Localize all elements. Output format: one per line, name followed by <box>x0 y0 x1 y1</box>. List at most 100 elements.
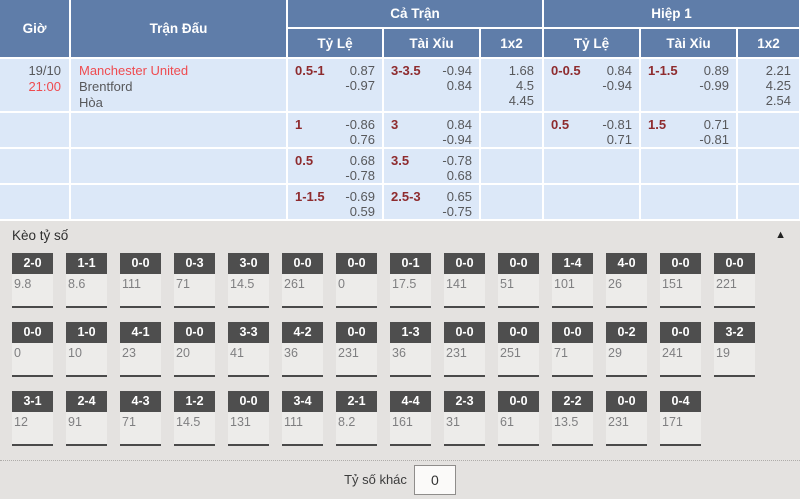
odds-value[interactable]: 4.25 <box>765 78 792 93</box>
odds-value[interactable]: 0.84 <box>446 117 472 132</box>
odds-value[interactable]: 0.87 <box>349 63 375 78</box>
handicap-line: 1-1.5 <box>295 189 325 204</box>
full-handicap-cell[interactable]: 0.5-1 0.87 -0.97 <box>287 58 384 113</box>
half-handicap-cell[interactable]: 0.5 -0.81 0.71 <box>543 112 642 149</box>
score-cell[interactable]: 3-1 12 <box>12 391 53 446</box>
odds-value[interactable]: -0.75 <box>442 204 472 219</box>
full-over-under-cell[interactable]: 3-3.5 -0.94 0.84 <box>383 58 481 113</box>
score-label: 0-0 <box>444 322 485 343</box>
full-over-under-cell[interactable]: 3.5 -0.78 0.68 <box>383 148 481 185</box>
odds-value[interactable]: -0.94 <box>442 63 472 78</box>
score-cell[interactable]: 3-0 14.5 <box>228 253 269 308</box>
odds-value[interactable]: 4.5 <box>515 78 535 93</box>
score-cell[interactable]: 0-2 29 <box>606 322 647 377</box>
score-cell[interactable]: 2-2 13.5 <box>552 391 593 446</box>
score-cell[interactable]: 0-0 61 <box>498 391 539 446</box>
odds-value[interactable]: -0.81 <box>699 132 730 147</box>
score-cell[interactable]: 2-4 91 <box>66 391 107 446</box>
odds-value[interactable]: 0.59 <box>349 204 375 219</box>
odds-value[interactable]: -0.94 <box>602 78 633 93</box>
score-cell[interactable]: 1-2 14.5 <box>174 391 215 446</box>
score-cell[interactable]: 4-3 71 <box>120 391 161 446</box>
odds-value[interactable]: 0.84 <box>606 63 633 78</box>
odds-value[interactable]: -0.97 <box>345 78 375 93</box>
score-cell[interactable]: 4-0 26 <box>606 253 647 308</box>
odds-value[interactable]: -0.81 <box>602 117 633 132</box>
odds-value[interactable]: 0.71 <box>606 132 633 147</box>
odds-value[interactable]: -0.94 <box>442 132 472 147</box>
score-cell[interactable]: 1-0 10 <box>66 322 107 377</box>
full-handicap-cell[interactable]: 1-1.5 -0.69 0.59 <box>287 184 384 221</box>
score-section-header[interactable]: Kèo tỷ số ▲ <box>0 221 800 249</box>
half-over-under-cell[interactable]: 1-1.5 0.89 -0.99 <box>640 58 739 113</box>
score-cell[interactable]: 0-0 261 <box>282 253 323 308</box>
score-cell[interactable]: 0-0 251 <box>498 322 539 377</box>
score-cell[interactable]: 1-3 36 <box>390 322 431 377</box>
odds-value[interactable]: 1.68 <box>508 63 535 78</box>
score-cell[interactable]: 0-0 0 <box>12 322 53 377</box>
score-cell[interactable]: 2-0 9.8 <box>12 253 53 308</box>
score-cell[interactable]: 1-1 8.6 <box>66 253 107 308</box>
score-cell[interactable]: 4-4 161 <box>390 391 431 446</box>
collapse-arrow-icon[interactable]: ▲ <box>775 229 786 241</box>
odds-value[interactable]: -0.99 <box>699 78 730 93</box>
score-cell[interactable]: 0-0 241 <box>660 322 701 377</box>
odds-value[interactable]: 2.54 <box>765 93 792 108</box>
time-cell <box>0 184 71 221</box>
score-cell[interactable]: 0-0 0 <box>336 253 377 308</box>
odds-value[interactable]: -0.69 <box>345 189 375 204</box>
other-score-input[interactable]: 0 <box>413 464 456 495</box>
full-over-under-cell[interactable]: 3 0.84 -0.94 <box>383 112 481 149</box>
match-cell <box>70 184 288 221</box>
odds-value[interactable]: 0.71 <box>703 117 730 132</box>
score-cell[interactable]: 0-0 151 <box>660 253 701 308</box>
score-cell[interactable]: 2-1 8.2 <box>336 391 377 446</box>
score-cell[interactable]: 0-4 171 <box>660 391 701 446</box>
column-header-half-handicap: Tỷ Lệ <box>543 28 642 59</box>
score-cell[interactable]: 3-3 41 <box>228 322 269 377</box>
score-cell[interactable]: 0-0 71 <box>552 322 593 377</box>
score-cell[interactable]: 0-0 131 <box>228 391 269 446</box>
half-handicap-cell[interactable]: 0-0.5 0.84 -0.94 <box>543 58 642 113</box>
odds-value[interactable]: 4.45 <box>508 93 535 108</box>
score-cell[interactable]: 4-1 23 <box>120 322 161 377</box>
odds-value[interactable]: 2.21 <box>765 63 792 78</box>
draw-label: Hòa <box>79 95 103 110</box>
half-over-under-cell[interactable]: 1.5 0.71 -0.81 <box>640 112 739 149</box>
score-cell[interactable]: 0-0 141 <box>444 253 485 308</box>
odds-value[interactable]: 0.76 <box>349 132 375 147</box>
score-cell[interactable]: 4-2 36 <box>282 322 323 377</box>
score-cell[interactable]: 0-0 231 <box>444 322 485 377</box>
odds-value[interactable]: 0.68 <box>446 168 472 183</box>
odds-value[interactable]: 0.89 <box>703 63 730 78</box>
score-cell[interactable]: 1-4 101 <box>552 253 593 308</box>
one-x-two-cell[interactable]: 1.68 4.5 4.45 <box>480 58 545 113</box>
score-label: 0-0 <box>174 322 215 343</box>
odds-value[interactable]: 0.84 <box>446 78 472 93</box>
score-cell[interactable]: 0-0 231 <box>336 322 377 377</box>
score-cell[interactable]: 3-2 19 <box>714 322 755 377</box>
one-x-two-cell[interactable]: 2.21 4.25 2.54 <box>737 58 800 113</box>
odds-value[interactable]: -0.78 <box>442 153 472 168</box>
odds-value[interactable]: -0.86 <box>345 117 375 132</box>
full-handicap-cell[interactable]: 0.5 0.68 -0.78 <box>287 148 384 185</box>
odds-value[interactable]: 0.65 <box>446 189 472 204</box>
score-label: 1-1 <box>66 253 107 274</box>
score-odds: 12 <box>12 412 53 446</box>
score-cell[interactable]: 3-4 111 <box>282 391 323 446</box>
full-handicap-cell[interactable]: 1 -0.86 0.76 <box>287 112 384 149</box>
score-cell[interactable]: 0-0 111 <box>120 253 161 308</box>
score-cell[interactable]: 0-0 20 <box>174 322 215 377</box>
score-odds: 141 <box>444 274 485 308</box>
score-cell[interactable]: 0-0 231 <box>606 391 647 446</box>
full-over-under-cell[interactable]: 2.5-3 0.65 -0.75 <box>383 184 481 221</box>
half-handicap-cell <box>543 148 642 185</box>
score-cell[interactable]: 0-0 51 <box>498 253 539 308</box>
score-cell[interactable]: 0-3 71 <box>174 253 215 308</box>
odds-value[interactable]: 0.68 <box>349 153 375 168</box>
score-cell[interactable]: 0-1 17.5 <box>390 253 431 308</box>
odds-value[interactable]: -0.78 <box>345 168 375 183</box>
handicap-line: 0.5-1 <box>295 63 325 78</box>
score-cell[interactable]: 2-3 31 <box>444 391 485 446</box>
score-cell[interactable]: 0-0 221 <box>714 253 755 308</box>
